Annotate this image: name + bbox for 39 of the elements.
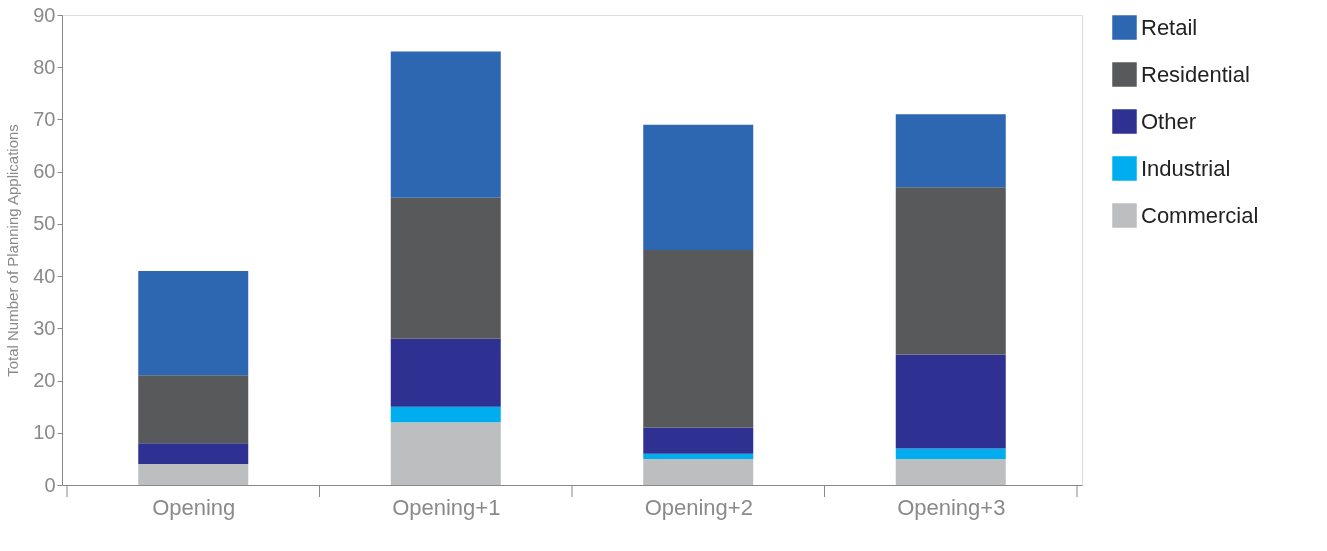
x-tick-label: Opening <box>152 494 236 520</box>
bar <box>643 250 754 428</box>
x-tick-label: Opening+3 <box>897 494 1006 520</box>
y-tick-label: 70 <box>33 107 56 130</box>
legend-label: Retail <box>1141 14 1198 40</box>
bar <box>138 464 249 485</box>
bar <box>895 458 1006 485</box>
y-axis-title: Total Number of Planning Applications <box>4 124 22 377</box>
y-tick-label: 20 <box>33 369 56 392</box>
legend-label: Commercial <box>1141 202 1259 228</box>
bar <box>390 422 501 485</box>
bar <box>643 458 754 485</box>
bar <box>643 124 754 250</box>
legend-label: Industrial <box>1141 155 1231 181</box>
bar <box>643 453 754 459</box>
bar <box>895 354 1006 449</box>
y-tick-label: 90 <box>33 3 56 26</box>
y-tick-label: 80 <box>33 55 56 78</box>
x-tick-label: Opening+1 <box>392 494 501 520</box>
bar <box>390 51 501 198</box>
y-tick-label: 40 <box>33 264 56 287</box>
bar <box>138 443 249 465</box>
bar <box>390 406 501 423</box>
bar <box>390 338 501 407</box>
bar <box>895 114 1006 188</box>
y-tick-label: 50 <box>33 212 56 235</box>
bar <box>643 427 754 454</box>
y-tick-label: 0 <box>44 473 56 496</box>
bar <box>390 197 501 339</box>
y-tick-label: 10 <box>33 421 56 444</box>
bar <box>138 270 249 376</box>
bar <box>138 375 249 444</box>
bar <box>895 448 1006 459</box>
y-tick-label: 30 <box>33 316 56 339</box>
legend-label: Residential <box>1141 61 1250 87</box>
y-tick-label: 60 <box>33 160 56 183</box>
legend-label: Other <box>1141 108 1197 134</box>
x-tick-label: Opening+2 <box>644 494 753 520</box>
bar <box>895 187 1006 355</box>
